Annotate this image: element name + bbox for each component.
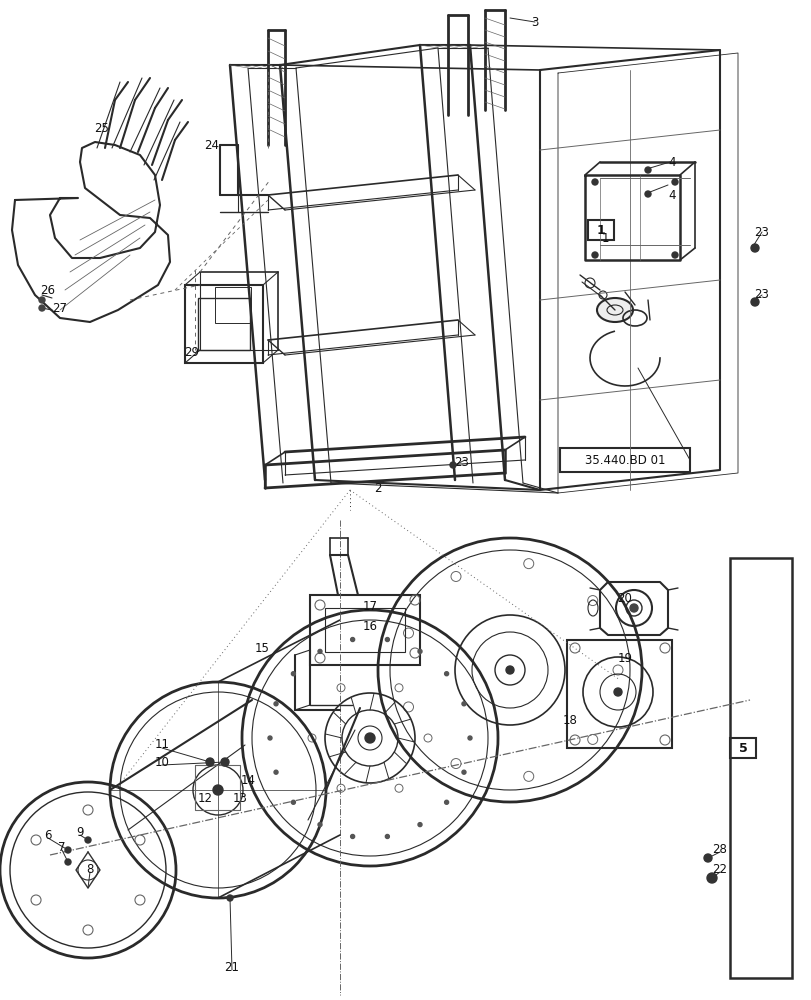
Circle shape: [467, 736, 471, 740]
Circle shape: [268, 736, 272, 740]
Bar: [729, 738, 755, 758]
Bar: [185, 285, 263, 363]
Circle shape: [273, 770, 277, 774]
Circle shape: [65, 847, 71, 853]
Text: 13: 13: [232, 791, 247, 804]
Circle shape: [291, 672, 295, 676]
Circle shape: [418, 649, 422, 653]
Text: 1: 1: [600, 232, 608, 244]
Text: 24: 24: [204, 139, 219, 152]
Text: 23: 23: [753, 226, 769, 239]
Circle shape: [461, 702, 466, 706]
Text: 17: 17: [362, 599, 377, 612]
Text: 22: 22: [711, 863, 727, 876]
Text: 35.440.BD 01: 35.440.BD 01: [584, 454, 664, 466]
Circle shape: [449, 462, 456, 468]
Circle shape: [672, 252, 677, 258]
Circle shape: [750, 298, 758, 306]
Circle shape: [39, 305, 45, 311]
Text: 7: 7: [58, 841, 66, 854]
Text: 23: 23: [753, 288, 769, 302]
Ellipse shape: [596, 298, 633, 322]
Text: 25: 25: [94, 122, 109, 135]
Circle shape: [385, 638, 389, 642]
Text: 21: 21: [224, 961, 239, 974]
Circle shape: [291, 800, 295, 804]
Text: 3: 3: [530, 16, 538, 29]
Text: 6: 6: [44, 829, 52, 842]
Circle shape: [444, 672, 448, 676]
Text: 27: 27: [53, 302, 67, 314]
Circle shape: [206, 758, 214, 766]
Text: 14: 14: [240, 774, 255, 786]
Text: 11: 11: [154, 738, 169, 752]
Bar: [198, 298, 250, 350]
Circle shape: [418, 823, 422, 827]
Text: 8: 8: [86, 863, 93, 876]
Bar: [324, 608, 405, 652]
Circle shape: [750, 244, 758, 252]
Text: 18: 18: [562, 713, 577, 726]
Circle shape: [227, 895, 233, 901]
Circle shape: [591, 252, 597, 258]
Text: 10: 10: [154, 756, 169, 768]
Circle shape: [385, 834, 389, 838]
Circle shape: [365, 733, 375, 743]
Circle shape: [221, 758, 229, 766]
Circle shape: [644, 167, 650, 173]
Circle shape: [85, 837, 91, 843]
Text: 20: 20: [617, 591, 632, 604]
Circle shape: [273, 702, 277, 706]
Circle shape: [505, 666, 513, 674]
Circle shape: [672, 179, 677, 185]
Bar: [729, 558, 791, 978]
Circle shape: [629, 604, 637, 612]
Text: 2: 2: [374, 482, 381, 494]
Circle shape: [318, 649, 322, 653]
Circle shape: [39, 297, 45, 303]
Text: 29: 29: [184, 346, 200, 359]
Circle shape: [350, 834, 354, 838]
Circle shape: [461, 770, 466, 774]
Circle shape: [350, 638, 354, 642]
Circle shape: [65, 859, 71, 865]
Text: 23: 23: [454, 456, 469, 468]
Circle shape: [318, 823, 322, 827]
Text: 4: 4: [667, 189, 675, 202]
Circle shape: [644, 191, 650, 197]
Text: 5: 5: [738, 741, 746, 754]
Bar: [310, 595, 419, 665]
Text: 9: 9: [76, 826, 84, 839]
Circle shape: [212, 785, 223, 795]
Text: 16: 16: [362, 619, 377, 632]
Circle shape: [444, 800, 448, 804]
Text: 4: 4: [667, 156, 675, 169]
Text: 12: 12: [197, 791, 212, 804]
Text: 26: 26: [41, 284, 55, 296]
Bar: [566, 640, 672, 748]
Text: 19: 19: [616, 652, 632, 664]
Text: 15: 15: [255, 642, 269, 654]
Text: 28: 28: [712, 843, 727, 856]
Text: 1: 1: [596, 224, 605, 237]
Circle shape: [706, 873, 716, 883]
Circle shape: [591, 179, 597, 185]
Circle shape: [613, 688, 621, 696]
Bar: [215, 287, 251, 323]
Bar: [560, 448, 689, 472]
Circle shape: [703, 854, 711, 862]
Bar: [587, 220, 613, 240]
